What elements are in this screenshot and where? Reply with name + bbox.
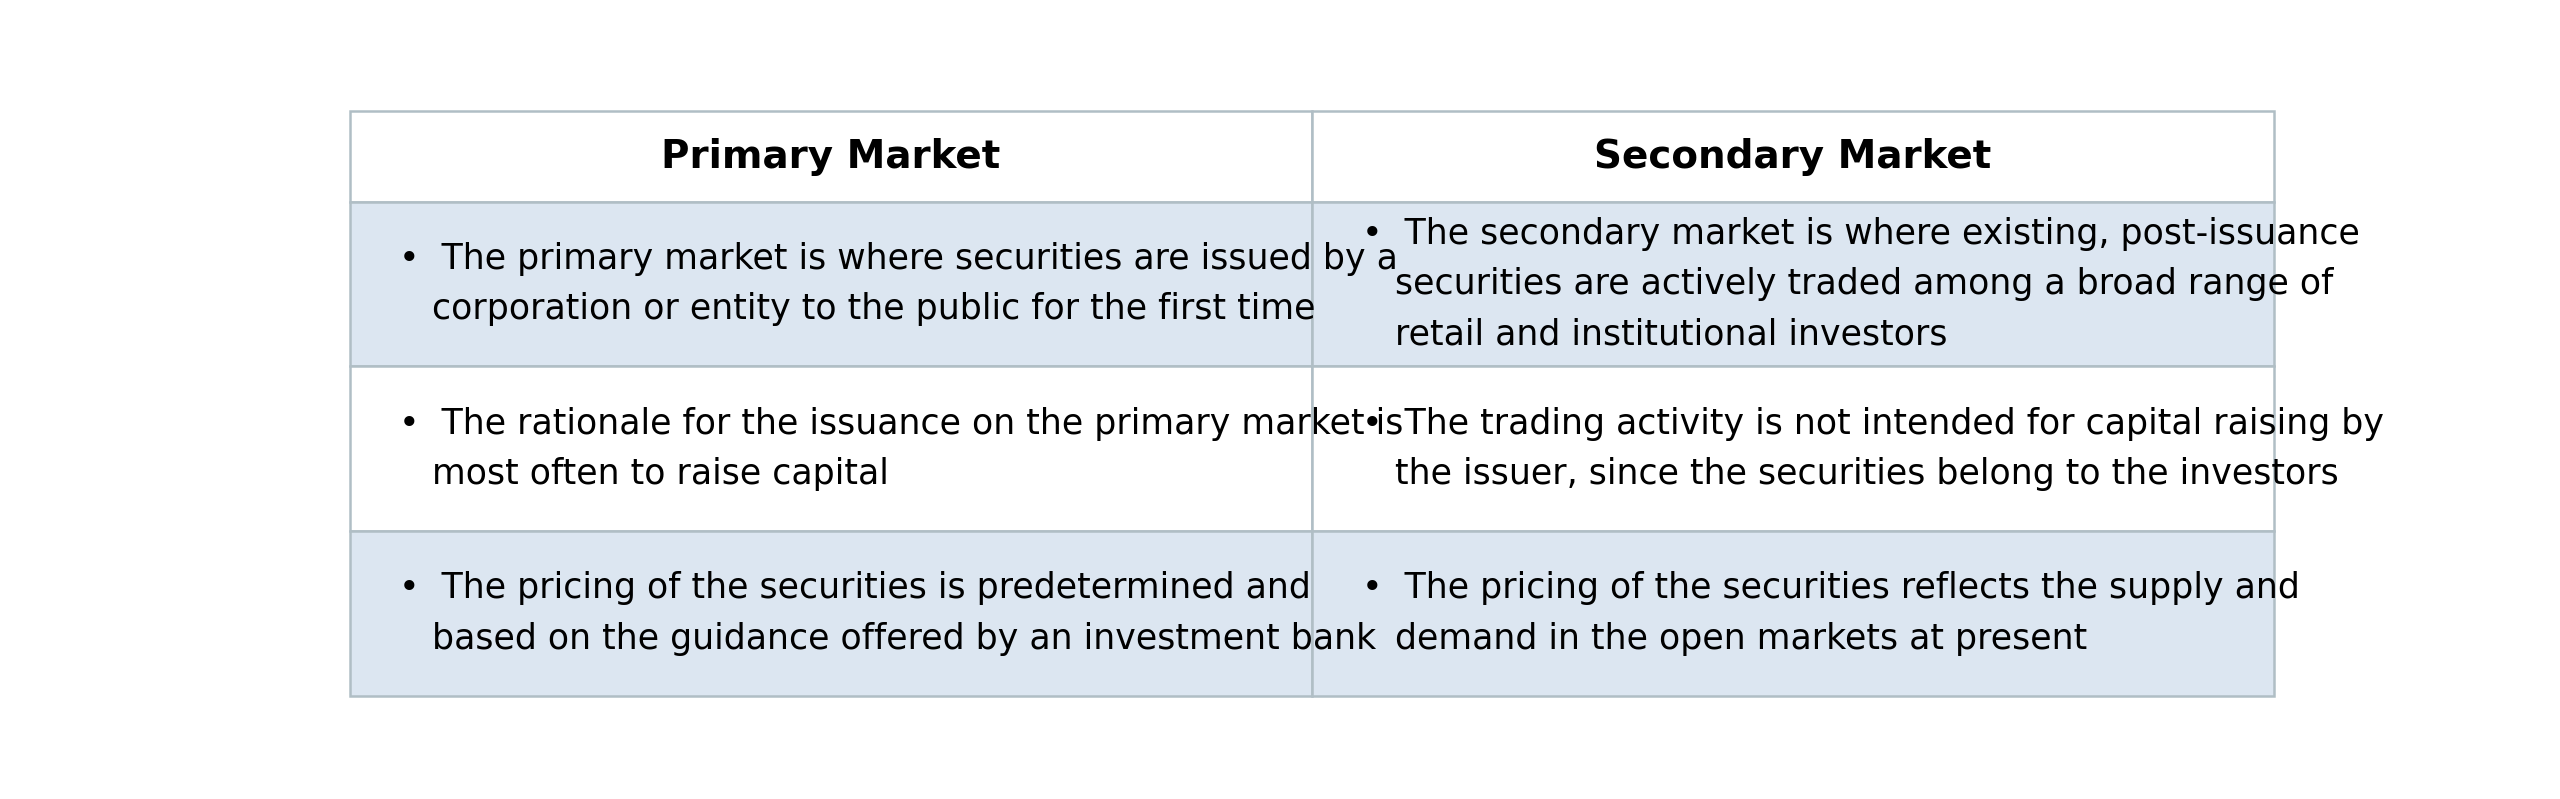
- Bar: [351, 367, 1313, 531]
- Text: Primary Market: Primary Market: [660, 137, 1001, 176]
- Bar: [1313, 531, 2273, 696]
- Text: •  The secondary market is where existing, post-issuance
   securities are activ: • The secondary market is where existing…: [1362, 217, 2360, 352]
- Text: •  The pricing of the securities is predetermined and
   based on the guidance o: • The pricing of the securities is prede…: [399, 571, 1377, 655]
- Text: Secondary Market: Secondary Market: [1595, 137, 1992, 176]
- Bar: [351, 202, 1313, 367]
- Bar: [1313, 111, 2273, 202]
- Text: •  The rationale for the issuance on the primary market is
   most often to rais: • The rationale for the issuance on the …: [399, 407, 1403, 491]
- Bar: [351, 111, 1313, 202]
- Bar: [1313, 367, 2273, 531]
- Bar: [1313, 202, 2273, 367]
- Bar: [351, 531, 1313, 696]
- Text: •  The pricing of the securities reflects the supply and
   demand in the open m: • The pricing of the securities reflects…: [1362, 571, 2299, 655]
- Text: •  The trading activity is not intended for capital raising by
   the issuer, si: • The trading activity is not intended f…: [1362, 407, 2383, 491]
- Text: •  The primary market is where securities are issued by a
   corporation or enti: • The primary market is where securities…: [399, 242, 1398, 326]
